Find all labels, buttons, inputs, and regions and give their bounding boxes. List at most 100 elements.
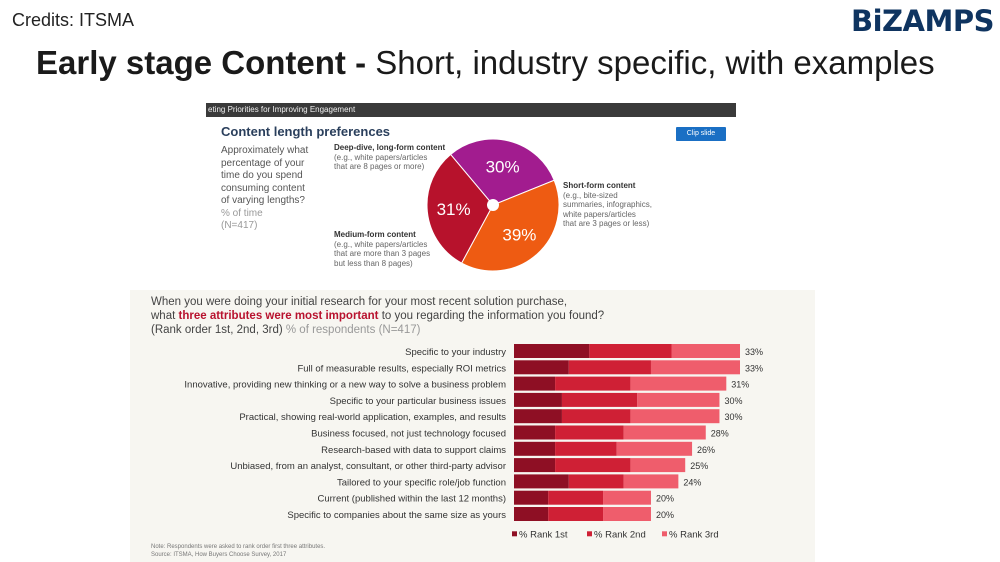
bar-category-label: Tailored to your specific role/job funct… [337, 477, 506, 488]
pie-label-desc: (e.g., bite-sized [563, 190, 618, 200]
bar-question-line-1: When you were doing your initial researc… [151, 296, 568, 308]
pie-slice-medium-form [426, 153, 494, 264]
bar-category-label: Current (published within the last 12 mo… [317, 494, 506, 505]
bar-question-rank: (Rank order 1st, 2nd, 3rd) [151, 324, 286, 336]
bar-segment-rank-3 [630, 376, 727, 391]
legend-label: % Rank 1st [519, 529, 568, 540]
bar-segment-rank-1 [514, 474, 569, 489]
bar-segment-rank-1 [514, 409, 562, 424]
bar-segment-rank-2 [561, 392, 638, 407]
bar-segment-rank-2 [568, 474, 624, 489]
bar-segment-rank-2 [555, 441, 617, 456]
bar-segment-rank-3 [616, 441, 693, 456]
bar-note: Note: Respondents were asked to rank ord… [151, 544, 326, 550]
slide-title-bold: Early stage Content - [36, 44, 376, 81]
bar-segment-rank-3 [650, 360, 740, 375]
legend-swatch [662, 531, 667, 537]
pie-value-label: 31% [437, 200, 471, 219]
bar-total-label: 20% [656, 494, 674, 504]
bar-segment-rank-3 [671, 344, 740, 358]
bar-source: Source: ITSMA, How Buyers Choose Survey,… [151, 552, 287, 558]
pie-center-dot [487, 199, 499, 211]
pie-slice-short-form [460, 179, 560, 272]
pie-label-desc: (e.g., white papers/articles [334, 239, 428, 249]
bar-segment-rank-1 [514, 490, 549, 505]
bar-segment-rank-1 [514, 425, 556, 440]
legend-label: % Rank 2nd [594, 529, 646, 540]
bar-segment-rank-1 [514, 360, 569, 375]
bar-category-label: Full of measurable results, especially R… [297, 363, 506, 374]
bar-total-label: 30% [724, 396, 742, 406]
pie-value-label: 39% [502, 226, 536, 245]
pie-question-line: of varying lengths? [221, 195, 305, 206]
bar-total-label: 31% [731, 380, 749, 390]
pie-question-line: time do you spend [221, 170, 303, 181]
bar-segment-rank-2 [568, 360, 651, 375]
pie-slice-long-form [449, 138, 555, 206]
pie-label-medium-form: Medium-form content (e.g., white papers/… [334, 230, 430, 268]
bar-segment-rank-1 [514, 441, 556, 456]
stacked-bar-chart: Specific to your industry 33% Full of meas… [184, 344, 763, 540]
pie-question: Approximately what percentage of your ti… [221, 145, 321, 233]
pie-question-line: Approximately what [221, 145, 309, 156]
bar-segment-rank-1 [514, 376, 556, 391]
clip-slide-button[interactable]: Clip slide [676, 127, 726, 141]
bar-category-label: Unbiased, from an analyst, consultant, o… [230, 461, 506, 472]
bizamps-logo: BiZAMPS [850, 4, 995, 38]
bar-segment-rank-3 [603, 507, 651, 521]
bar-category-label: Specific to companies about the same siz… [287, 510, 506, 521]
bar-panel: When you were doing your initial researc… [130, 290, 815, 562]
bar-segment-rank-3 [623, 425, 706, 440]
bar-segment-rank-3 [637, 392, 720, 407]
bar-category-label: Specific to your particular business iss… [330, 396, 507, 407]
bar-segment-rank-2 [548, 490, 604, 505]
pie-label-desc: (e.g., white papers/articles [334, 152, 428, 162]
pie-question-line: consuming content [221, 182, 305, 194]
bar-segment-rank-3 [623, 474, 679, 489]
pie-label-title: Short-form content [563, 181, 636, 190]
bar-total-label: 28% [711, 429, 729, 439]
bar-question-line-3: (Rank order 1st, 2nd, 3rd) % of responde… [151, 324, 420, 336]
bar-segment-rank-2 [555, 376, 631, 391]
bar-category-label: Business focused, not just technology fo… [311, 429, 506, 440]
pie-value-label: 30% [486, 158, 520, 177]
bar-segment-rank-2 [561, 409, 631, 424]
pie-label-title: Medium-form content [334, 230, 416, 239]
bar-segment-rank-2 [555, 425, 624, 440]
bar-total-label: 20% [656, 510, 674, 520]
bar-segment-rank-1 [514, 507, 549, 521]
bar-total-label: 25% [690, 461, 708, 471]
pie-label-desc: that are 8 pages or more) [334, 162, 425, 171]
bar-total-label: 26% [697, 445, 715, 455]
bar-segment-rank-3 [630, 458, 686, 473]
bar-question-pre: what [151, 310, 179, 322]
bar-total-label: 33% [745, 347, 763, 357]
pie-question-line: percentage of your [221, 157, 305, 169]
slide-title-rest: Short, industry specific, with examples [375, 44, 935, 81]
pie-panel-header: eting Priorities for Improving Engagemen… [206, 103, 736, 117]
bar-segment-rank-3 [603, 490, 651, 505]
bar-category-label: Innovative, providing new thinking or a … [184, 380, 506, 391]
bar-segment-rank-2 [555, 458, 631, 473]
pie-label-desc: but less than 8 pages) [334, 258, 413, 268]
bar-segment-rank-2 [548, 507, 604, 521]
pie-label-long-form: Deep-dive, long-form content (e.g., whit… [334, 143, 445, 172]
bar-question-line-2: what three attributes were most importan… [151, 310, 604, 322]
bar-category-label: Specific to your industry [405, 347, 506, 358]
bar-segment-rank-1 [514, 392, 562, 407]
pie-chart: 30% 39% 31% [426, 138, 560, 272]
pie-label-desc: summaries, infographics, [563, 200, 652, 209]
pie-label-desc: white papers/articles [563, 209, 636, 219]
legend-swatch [512, 531, 517, 537]
legend-label: % Rank 3rd [669, 529, 719, 540]
bar-question-n: % of respondents (N=417) [285, 324, 421, 336]
pie-unit-note: % of time [221, 207, 263, 219]
slide-title: Early stage Content - Short, industry sp… [36, 44, 935, 82]
pie-label-title: Deep-dive, long-form content [334, 143, 446, 152]
pie-n-note: (N=417) [221, 220, 258, 231]
credits: Credits: ITSMA [12, 10, 135, 30]
pie-label-desc: that are 3 pages or less) [563, 219, 650, 228]
bar-total-label: 33% [745, 363, 763, 373]
bar-category-label: Practical, showing real-world applicatio… [239, 412, 506, 423]
bar-total-label: 24% [683, 477, 701, 487]
